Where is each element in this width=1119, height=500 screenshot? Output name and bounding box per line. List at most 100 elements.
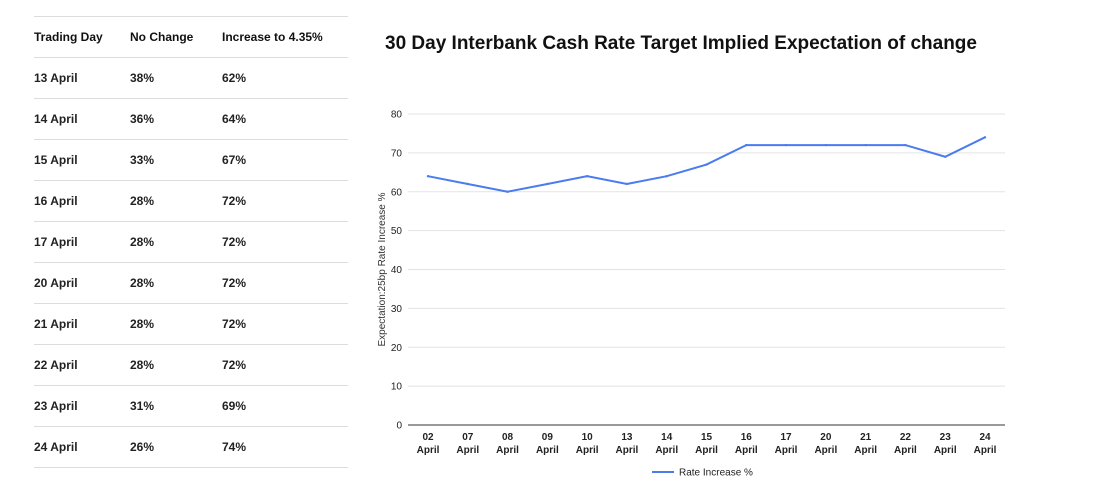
header-increase: Increase to 4.35% [222,16,348,58]
y-tick-label: 30 [391,304,403,315]
x-tick-label: 02 [422,432,434,443]
table-row: 20 April 28% 72% [34,262,348,304]
cell-no-change: 28% [130,344,222,386]
x-tick-label: 09 [542,432,554,443]
data-point [426,175,430,178]
x-tick-label: 20 [820,432,832,443]
cell-no-change: 28% [130,221,222,263]
cell-trading-day: 13 April [34,57,130,99]
y-tick-label: 50 [391,226,403,237]
table-row: 23 April 31% 69% [34,385,348,427]
data-point [506,190,509,193]
cell-no-change: 31% [130,385,222,427]
y-tick-label: 10 [391,382,403,393]
cell-increase: 72% [222,221,348,263]
cell-increase: 74% [222,426,348,468]
expectations-table: Trading Day No Change Increase to 4.35% … [34,16,348,468]
cell-trading-day: 22 April [34,344,130,386]
x-tick-label: April [616,445,639,456]
x-tick-label: April [576,445,599,456]
table-row: 14 April 36% 64% [34,98,348,140]
x-tick-label: 17 [781,432,793,443]
cell-increase: 69% [222,385,348,427]
x-tick-label: 23 [940,432,952,443]
x-tick-label: April [854,445,877,456]
cell-no-change: 28% [130,180,222,222]
cell-increase: 62% [222,57,348,99]
table-row: 15 April 33% 67% [34,139,348,181]
y-tick-label: 0 [396,421,402,432]
x-tick-label: April [974,445,997,456]
cell-no-change: 26% [130,426,222,468]
cell-trading-day: 24 April [34,426,130,468]
x-tick-label: April [655,445,678,456]
x-tick-label: 16 [741,432,753,443]
y-tick-label: 40 [391,265,403,276]
x-tick-label: 14 [661,432,673,443]
cell-trading-day: 23 April [34,385,130,427]
x-tick-label: April [417,445,440,456]
data-point [944,155,947,158]
expectations-table-panel: Trading Day No Change Increase to 4.35% … [34,16,348,468]
x-tick-label: 08 [502,432,514,443]
y-axis-label: Expectation:25bp Rate Increase % [377,192,388,346]
x-tick-label: 10 [582,432,594,443]
data-point [546,182,549,186]
data-point [864,143,867,147]
data-point [705,163,708,166]
cell-no-change: 28% [130,262,222,304]
cell-trading-day: 15 April [34,139,130,181]
cell-trading-day: 16 April [34,180,130,222]
cell-increase: 64% [222,98,348,140]
x-tick-label: April [735,445,758,456]
x-tick-label: April [456,445,479,456]
cell-no-change: 28% [130,303,222,345]
table-row: 16 April 28% 72% [34,180,348,222]
line-chart: 0 10 20 30 40 50 60 70 80 Expectation:25bp Rate I… [377,110,1005,479]
x-tick-label: 13 [621,432,633,443]
table-row: 13 April 38% 62% [34,57,348,99]
header-trading-day: Trading Day [34,16,130,58]
cell-increase: 72% [222,303,348,345]
data-point [585,175,589,178]
cell-increase: 72% [222,344,348,386]
cell-increase: 72% [222,180,348,222]
y-tick-label: 60 [391,187,403,198]
y-tick-label: 20 [391,343,403,354]
data-point [983,136,987,139]
data-point [784,143,788,147]
cell-no-change: 36% [130,98,222,140]
x-tick-label: April [894,445,917,456]
cell-trading-day: 21 April [34,303,130,345]
x-tick-label: April [934,445,957,456]
cell-trading-day: 14 April [34,98,130,140]
cell-trading-day: 17 April [34,221,130,263]
data-point [665,175,668,178]
x-tick-label: 15 [701,432,713,443]
x-tick-label: April [496,445,519,456]
header-no-change: No Change [130,16,222,58]
table-row: 17 April 28% 72% [34,221,348,263]
table-row: 21 April 28% 72% [34,303,348,345]
cell-increase: 67% [222,139,348,181]
x-tick-label: 07 [462,432,474,443]
x-tick-label: April [775,445,798,456]
data-point [904,143,907,147]
table-body: 13 April 38% 62% 14 April 36% 64% 15 April 33% 6… [34,57,348,468]
table-row: 22 April 28% 72% [34,344,348,386]
data-point [824,143,828,147]
table-header-row: Trading Day No Change Increase to 4.35% [34,16,348,58]
cell-increase: 72% [222,262,348,304]
x-tick-label: April [814,445,837,456]
legend-label: Rate Increase % [679,468,753,479]
x-tick-label: April [536,445,559,456]
data-point [466,182,469,186]
x-tick-label: 22 [900,432,912,443]
chart-title: 30 Day Interbank Cash Rate Target Implie… [385,33,977,54]
x-tick-label: 24 [979,432,991,443]
x-tick-label: 21 [860,432,872,443]
y-tick-label: 70 [391,148,403,159]
data-point [745,143,748,147]
cell-trading-day: 20 April [34,262,130,304]
x-tick-label: April [695,445,718,456]
